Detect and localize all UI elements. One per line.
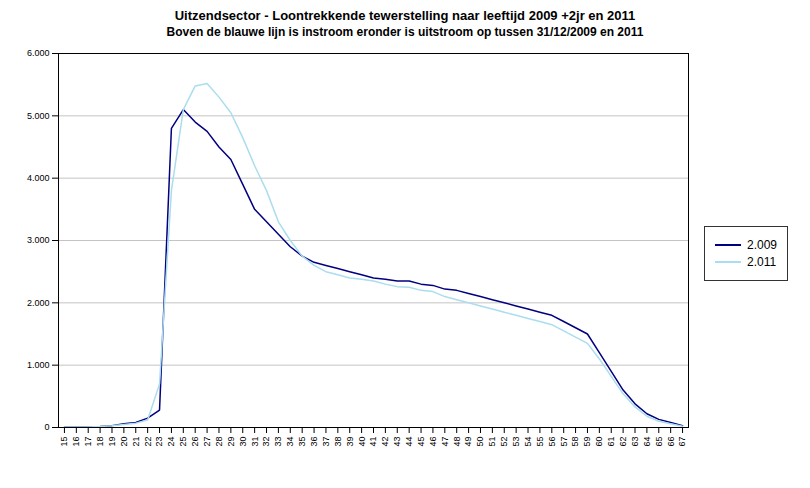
svg-text:28: 28	[214, 437, 224, 447]
svg-text:63: 63	[630, 437, 640, 447]
svg-text:33: 33	[273, 437, 283, 447]
svg-text:59: 59	[582, 437, 592, 447]
svg-text:25: 25	[178, 437, 188, 447]
svg-text:23: 23	[154, 437, 164, 447]
html-text:2.009: 2.009	[747, 237, 777, 252]
svg-text:54: 54	[523, 437, 533, 447]
svg-text:17: 17	[83, 437, 93, 447]
svg-text:30: 30	[238, 437, 248, 447]
svg-text:2.000: 2.000	[27, 298, 50, 308]
svg-text:19: 19	[107, 437, 117, 447]
svg-text:64: 64	[642, 437, 652, 447]
svg-text:57: 57	[559, 437, 569, 447]
svg-text:47: 47	[440, 437, 450, 447]
svg-text:15: 15	[59, 437, 69, 447]
svg-text:51: 51	[487, 437, 497, 447]
svg-text:58: 58	[570, 437, 580, 447]
svg-text:37: 37	[321, 437, 331, 447]
svg-text:49: 49	[463, 437, 473, 447]
svg-text:67: 67	[677, 437, 687, 447]
svg-text:36: 36	[309, 437, 319, 447]
svg-text:52: 52	[499, 437, 509, 447]
svg-text:35: 35	[297, 437, 307, 447]
html-text:2.011: 2.011	[747, 254, 777, 269]
svg-text:6.000: 6.000	[27, 48, 50, 58]
svg-text:48: 48	[452, 437, 462, 447]
svg-text:38: 38	[333, 437, 343, 447]
svg-text:34: 34	[285, 437, 295, 447]
svg-text:43: 43	[392, 437, 402, 447]
svg-text:22: 22	[143, 437, 153, 447]
svg-text:0: 0	[44, 422, 49, 432]
svg-text:41: 41	[368, 437, 378, 447]
svg-text:24: 24	[166, 437, 176, 447]
svg-text:5.000: 5.000	[27, 111, 50, 121]
svg-text:62: 62	[618, 437, 628, 447]
html-text:Boven de blauwe lijn is instro: Boven de blauwe lijn is instroom eronder…	[166, 25, 644, 39]
svg-text:21: 21	[131, 437, 141, 447]
svg-text:42: 42	[380, 437, 390, 447]
svg-text:3.000: 3.000	[27, 235, 50, 245]
svg-text:16: 16	[71, 437, 81, 447]
svg-text:50: 50	[475, 437, 485, 447]
svg-text:53: 53	[511, 437, 521, 447]
svg-text:39: 39	[345, 437, 355, 447]
svg-text:45: 45	[416, 437, 426, 447]
svg-text:60: 60	[594, 437, 604, 447]
svg-text:44: 44	[404, 437, 414, 447]
svg-text:66: 66	[666, 437, 676, 447]
svg-text:27: 27	[202, 437, 212, 447]
svg-text:31: 31	[250, 437, 260, 447]
svg-text:1.000: 1.000	[27, 360, 50, 370]
svg-text:46: 46	[428, 437, 438, 447]
svg-text:65: 65	[654, 437, 664, 447]
svg-text:40: 40	[356, 437, 366, 447]
svg-text:56: 56	[547, 437, 557, 447]
html-text:Uitzendsector - Loontrekkende: Uitzendsector - Loontrekkende tewerstell…	[174, 8, 636, 23]
svg-text:29: 29	[226, 437, 236, 447]
svg-text:20: 20	[119, 437, 129, 447]
svg-text:26: 26	[190, 437, 200, 447]
svg-text:4.000: 4.000	[27, 173, 50, 183]
svg-text:32: 32	[261, 437, 271, 447]
svg-text:55: 55	[535, 437, 545, 447]
svg-text:61: 61	[606, 437, 616, 447]
svg-text:18: 18	[95, 437, 105, 447]
